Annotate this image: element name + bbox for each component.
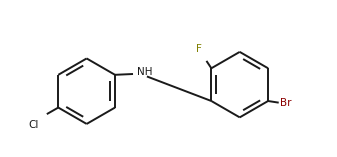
Text: NH: NH (137, 67, 152, 77)
Text: F: F (196, 43, 202, 54)
Text: Br: Br (280, 98, 292, 108)
Text: Cl: Cl (28, 120, 39, 130)
